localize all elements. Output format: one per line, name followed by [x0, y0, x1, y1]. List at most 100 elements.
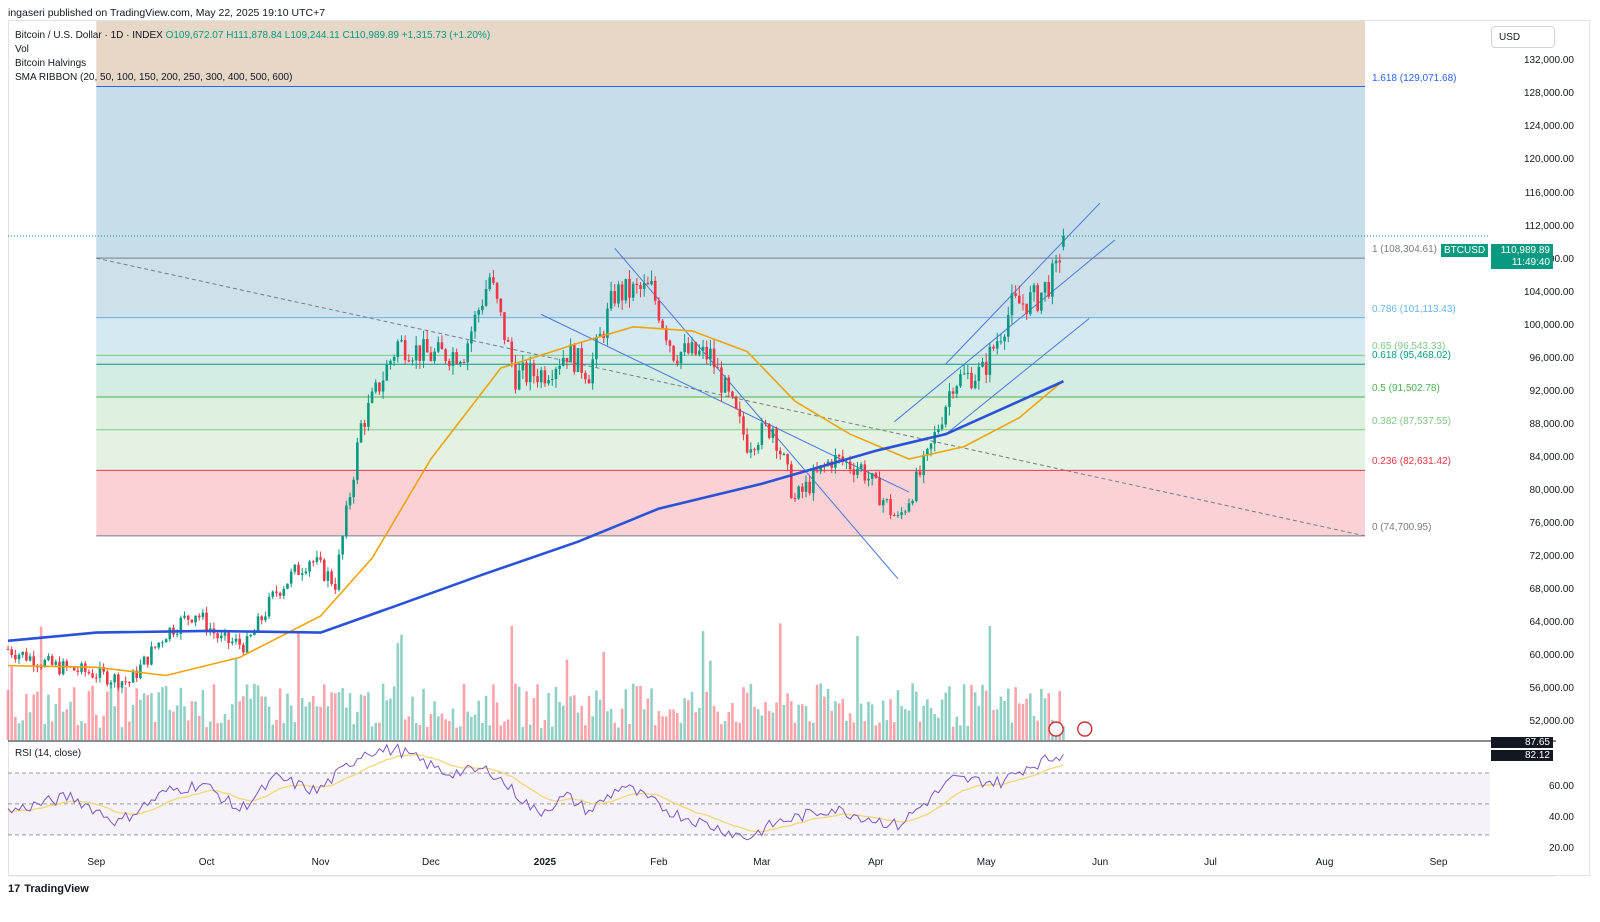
volume-bar [940, 699, 944, 740]
candle [635, 283, 639, 286]
volume-bar [422, 688, 425, 740]
candle [812, 469, 815, 494]
candle [330, 571, 333, 584]
legend-sma-ribbon[interactable]: SMA RIBBON (20, 50, 100, 150, 200, 250, … [15, 72, 293, 83]
volume-bar [628, 723, 631, 740]
candle [91, 673, 94, 678]
candle [58, 661, 61, 675]
candle [220, 635, 223, 639]
price-tick: 88,000.00 [1529, 418, 1575, 430]
volume-bar [253, 683, 256, 740]
volume-bar [459, 726, 462, 740]
candle [414, 345, 418, 361]
volume-bar [863, 721, 867, 740]
volume-bar [525, 691, 528, 740]
candle [234, 638, 238, 642]
candle [488, 277, 492, 290]
volume-bar [948, 686, 951, 740]
candle [25, 651, 28, 661]
volume-bar [282, 723, 286, 740]
publisher-line: ingaseri published on TradingView.com, M… [8, 7, 326, 19]
candle [617, 284, 620, 304]
candle [98, 666, 102, 678]
candle [951, 391, 955, 394]
volume-bar [341, 688, 344, 740]
candle [168, 627, 172, 640]
volume-bar [812, 722, 815, 740]
candle [631, 283, 635, 298]
candle [131, 670, 135, 683]
candle [804, 481, 808, 492]
volume-bar [220, 722, 223, 740]
volume-bar [565, 659, 569, 740]
volume-bar [753, 706, 756, 740]
volume-bar [367, 692, 370, 740]
volume-bar [837, 703, 841, 740]
volume-bar [808, 721, 811, 740]
volume-bar [613, 722, 617, 740]
candle [863, 464, 867, 481]
uptrend-channel-lower [945, 318, 1090, 435]
tradingview-logo[interactable]: 17 TradingView [8, 883, 89, 895]
candle [242, 644, 245, 653]
volume-bar [1025, 698, 1028, 740]
volume-bar [50, 721, 54, 740]
candle [756, 444, 760, 451]
volume-bar [91, 685, 94, 740]
candle [345, 505, 348, 537]
volume-bar [668, 709, 672, 740]
candle [959, 374, 962, 387]
volume-bar [135, 688, 138, 740]
legend-halvings[interactable]: Bitcoin Halvings [15, 58, 87, 69]
volume-bar [676, 713, 679, 740]
candle [536, 376, 539, 383]
volume-bar [146, 695, 150, 740]
volume-bar [620, 708, 624, 740]
candle [499, 298, 503, 313]
volume-bar [573, 695, 576, 740]
candle [322, 559, 326, 581]
volume-bar [43, 723, 47, 740]
candle [194, 615, 197, 623]
candle [484, 289, 488, 306]
candle [764, 422, 767, 425]
volume-bar [760, 715, 764, 740]
volume-bar [517, 686, 521, 740]
volume-bar [300, 698, 304, 740]
candle [687, 343, 690, 354]
volume-bar [172, 711, 175, 740]
price-tick: 80,000.00 [1529, 485, 1575, 497]
volume-bar [926, 699, 929, 740]
volume-bar [330, 692, 333, 740]
volume-bar [999, 696, 1003, 740]
candle [580, 348, 583, 373]
volume-bar [231, 704, 234, 740]
fib-band-0.5 [96, 364, 1365, 398]
volume-bar [80, 721, 83, 740]
volume-bar [606, 711, 609, 740]
price-tick: 104,000.00 [1523, 286, 1574, 298]
candle [628, 278, 631, 298]
candle [422, 339, 425, 361]
price-tick: 132,000.00 [1523, 55, 1574, 67]
downtrend-channel-lower [614, 247, 899, 580]
volume-bar [297, 632, 300, 740]
candle [543, 370, 547, 384]
volume-bar [591, 716, 594, 740]
currency-button[interactable]: USD [1491, 26, 1555, 48]
candle [664, 328, 668, 341]
volume-bar [506, 719, 510, 740]
candle [981, 361, 984, 367]
candle [521, 362, 525, 371]
candle [653, 280, 657, 301]
candle [885, 499, 889, 501]
volume-bar [98, 727, 102, 740]
rsi-legend[interactable]: RSI (14, close) [15, 748, 82, 759]
volume-bar [683, 698, 686, 740]
candle [672, 345, 675, 361]
candle [1054, 260, 1058, 264]
volume-bar [106, 691, 109, 740]
legend-vol[interactable]: Vol [15, 44, 29, 55]
candle [459, 362, 462, 365]
